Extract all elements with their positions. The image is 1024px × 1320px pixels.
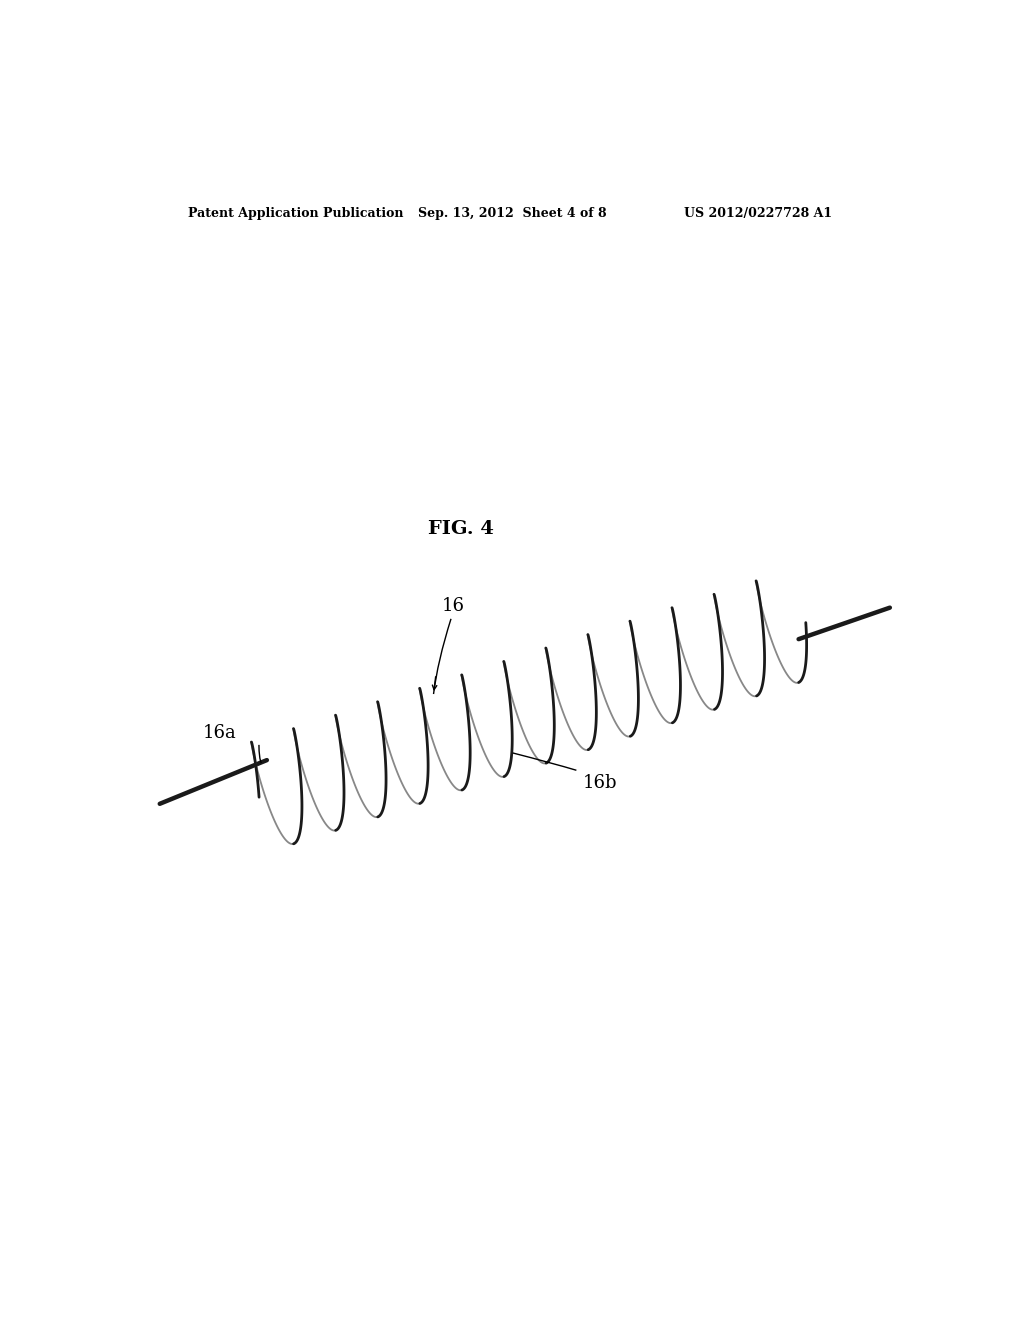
Text: US 2012/0227728 A1: US 2012/0227728 A1 <box>684 207 831 220</box>
Text: 16a: 16a <box>203 723 237 742</box>
Text: FIG. 4: FIG. 4 <box>428 520 495 539</box>
Text: Sep. 13, 2012  Sheet 4 of 8: Sep. 13, 2012 Sheet 4 of 8 <box>418 207 606 220</box>
Text: 16b: 16b <box>583 775 617 792</box>
Text: Patent Application Publication: Patent Application Publication <box>187 207 403 220</box>
Text: 16: 16 <box>442 597 465 615</box>
